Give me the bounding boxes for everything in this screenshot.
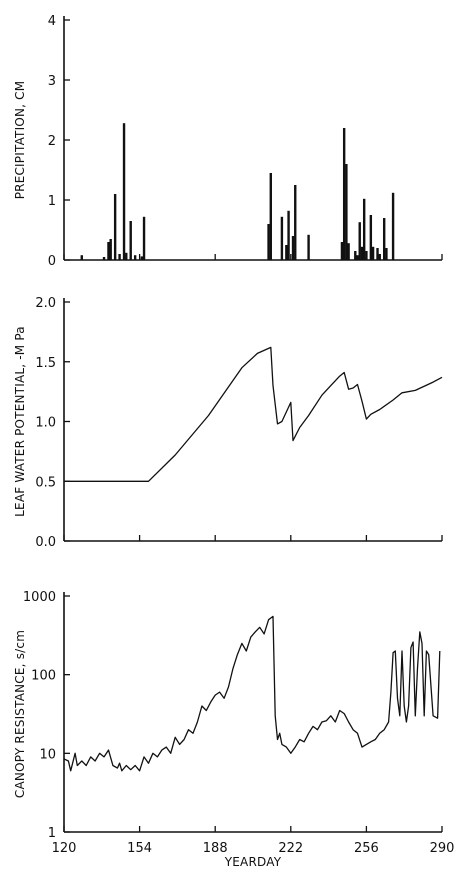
y-tick-label: 2: [48, 134, 56, 149]
precip-bar: [369, 215, 373, 260]
precip-bar: [347, 243, 350, 260]
y-tick-label: 1: [48, 826, 56, 841]
precip-bar: [133, 255, 137, 260]
precip-bar: [142, 216, 146, 260]
leaf-water-potential-line: [64, 346, 443, 482]
y-tick-label: 1.5: [35, 356, 56, 371]
y-tick-label: 0.5: [35, 475, 56, 490]
precip-bar: [376, 248, 379, 260]
canopy-resistance-panel: 1 10 100 1000 120 154 188 222 256 290 YEARDAY CANOP…: [13, 590, 454, 869]
x-tick-label: 154: [127, 841, 152, 856]
x-tick-label: 120: [52, 841, 77, 856]
precip-bar: [140, 256, 144, 260]
precip-bar: [113, 194, 117, 260]
precip-bar: [287, 210, 290, 260]
y-tick-label: 100: [31, 669, 56, 684]
y-tick-label: 10: [39, 747, 56, 762]
y-tick-label: 0: [48, 254, 56, 269]
precip-bar: [307, 234, 310, 260]
y-tick-label: 1.0: [35, 416, 56, 431]
precip-bar: [371, 246, 375, 260]
precip-bar: [125, 252, 128, 260]
leaf-water-potential-panel: 0.0 0.5 1.0 1.5 2.0 LEAF WATER POTENTIAL, -M …: [13, 296, 443, 550]
precip-bar: [342, 128, 346, 260]
precip-bar: [122, 123, 126, 260]
x-tick-label: 222: [278, 841, 303, 856]
precip-bar: [291, 236, 295, 260]
precip-bar: [354, 251, 357, 260]
precip-bar: [358, 222, 361, 260]
precip-bar: [345, 164, 348, 260]
precip-bar: [80, 255, 83, 260]
y-tick-label: 3: [48, 74, 56, 89]
precip-bar: [269, 173, 272, 260]
precip-bar: [362, 198, 366, 260]
precip-bar: [280, 216, 284, 260]
y-tick-label: 2.0: [35, 296, 56, 311]
y-tick-label: 0.0: [35, 535, 56, 550]
precip-bar: [382, 218, 386, 260]
precip-bar: [378, 254, 381, 260]
precip-bar: [129, 221, 132, 260]
precip-bar: [356, 255, 359, 260]
y-axis-label: PRECIPITATION, CM: [13, 81, 27, 200]
precip-bar: [267, 224, 270, 260]
precip-bar: [118, 254, 121, 260]
canopy-resistance-line: [63, 615, 441, 772]
precip-bar: [365, 251, 368, 260]
precip-bar: [360, 246, 364, 260]
precip-bar: [294, 185, 297, 260]
x-axis-label: YEARDAY: [224, 855, 282, 869]
precip-bar: [340, 242, 344, 260]
precip-bar: [285, 245, 288, 260]
precip-bar: [107, 242, 110, 260]
precip-bar: [391, 192, 395, 260]
y-tick-label: 1000: [23, 590, 56, 605]
precip-bar: [385, 248, 388, 260]
precip-bar: [102, 257, 106, 260]
y-axis-label: CANOPY RESISTANCE, s/cm: [13, 630, 27, 798]
y-tick-label: 4: [48, 14, 56, 29]
y-tick-label: 1: [48, 194, 56, 209]
precipitation-panel: 0 1 2 3 4 PRECIPITATION, CM: [13, 14, 443, 269]
precip-bar: [109, 239, 112, 260]
x-tick-label: 188: [203, 841, 228, 856]
x-tick-label: 290: [430, 841, 455, 856]
x-tick-label: 256: [354, 841, 379, 856]
y-axis-label: LEAF WATER POTENTIAL, -M Pa: [13, 326, 27, 517]
